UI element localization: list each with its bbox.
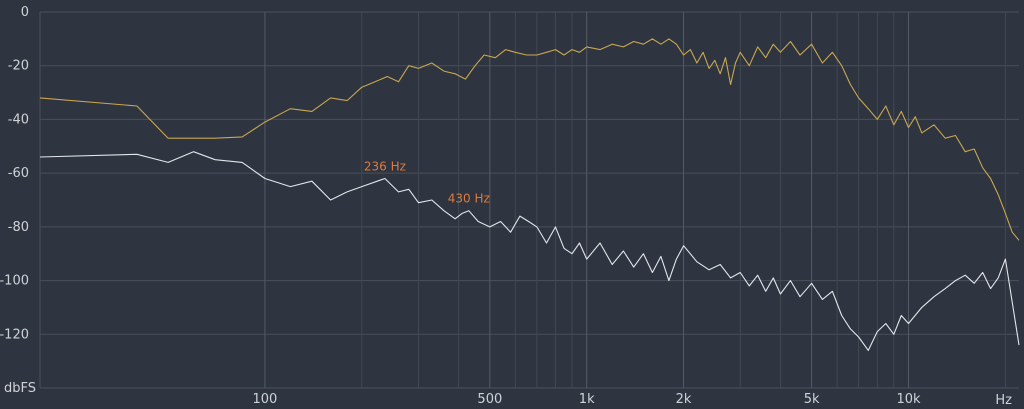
x-tick-label: 10k — [896, 392, 921, 407]
grid-lines — [39, 11, 1019, 389]
x-axis-tick-labels: 100 500 1k 2k 5k 10k — [253, 392, 921, 407]
peak-label: 236 Hz — [364, 160, 406, 174]
peak-annotations: 236 Hz 430 Hz — [364, 160, 490, 206]
x-tick-label: 1k — [579, 392, 595, 407]
y-tick-label: -60 — [8, 166, 29, 181]
y-tick-label: -120 — [0, 327, 29, 342]
x-tick-label: 100 — [253, 392, 278, 407]
y-tick-label: -100 — [0, 274, 29, 289]
series-lines — [39, 38, 1020, 351]
peak-label: 430 Hz — [448, 192, 490, 206]
x-axis-label: Hz — [995, 393, 1012, 408]
x-tick-label: 2k — [676, 392, 692, 407]
y-tick-label: 0 — [21, 5, 29, 20]
y-tick-label: -80 — [8, 220, 29, 235]
x-tick-label: 500 — [477, 392, 502, 407]
y-axis-tick-labels: 0 -20 -40 -60 -80 -100 -120 — [0, 5, 29, 342]
y-tick-label: -20 — [8, 59, 29, 74]
series-line-2 — [39, 151, 1020, 351]
y-tick-label: -40 — [8, 112, 29, 127]
y-axis-label: dbFS — [4, 381, 36, 396]
x-tick-label: 5k — [804, 392, 820, 407]
series-line-1 — [39, 38, 1020, 241]
